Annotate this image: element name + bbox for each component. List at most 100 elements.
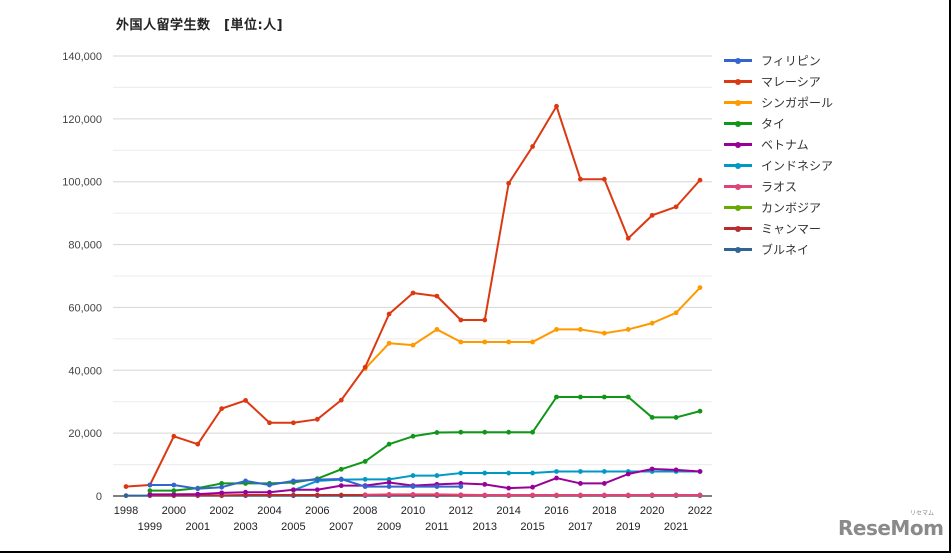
data-point xyxy=(386,492,392,497)
legend-item: シンガポール xyxy=(724,92,833,113)
data-point xyxy=(673,415,679,420)
data-point xyxy=(578,481,583,486)
legend-item: ブルネイ xyxy=(724,239,833,260)
legend-item: ミャンマー xyxy=(724,218,833,239)
data-point xyxy=(482,317,488,323)
x-tick-label: 2011 xyxy=(425,521,449,533)
data-point xyxy=(530,484,535,490)
legend-label: ブルネイ xyxy=(761,243,810,257)
data-point xyxy=(434,473,440,478)
data-point xyxy=(434,293,440,299)
legend-item: インドネシア xyxy=(724,155,833,176)
data-point xyxy=(578,394,583,400)
legend-item: タイ xyxy=(724,113,833,134)
data-point xyxy=(243,398,248,403)
data-point xyxy=(649,466,655,472)
legend-line-marker-icon xyxy=(724,162,752,169)
data-point xyxy=(147,492,153,497)
legend-label: ミャンマー xyxy=(761,222,822,236)
x-tick-label: 2007 xyxy=(329,521,353,533)
data-point xyxy=(291,492,296,498)
x-tick-label: 2006 xyxy=(305,505,329,517)
data-point xyxy=(410,290,416,296)
data-point xyxy=(219,406,225,412)
data-point xyxy=(219,481,225,486)
legend-label: タイ xyxy=(761,117,786,131)
data-point xyxy=(410,484,416,489)
data-point xyxy=(338,483,344,489)
x-tick-label: 2020 xyxy=(640,505,664,517)
legend-line-marker-icon xyxy=(724,246,752,253)
data-point xyxy=(506,470,512,476)
data-point xyxy=(458,339,464,345)
data-point xyxy=(291,420,296,426)
data-point xyxy=(625,492,631,498)
data-point xyxy=(386,311,392,317)
resemom-logo: ReseMom xyxy=(838,516,944,540)
data-point xyxy=(386,441,392,447)
data-point xyxy=(338,397,344,403)
data-point xyxy=(195,441,201,447)
data-point xyxy=(219,490,225,496)
y-tick-label: 80,000 xyxy=(68,240,102,252)
data-point xyxy=(386,484,392,489)
y-tick-label: 60,000 xyxy=(68,302,102,314)
x-tick-label: 2015 xyxy=(520,521,544,533)
data-point xyxy=(314,487,320,493)
data-point xyxy=(697,469,703,474)
x-tick-label: 2019 xyxy=(616,521,640,533)
x-tick-label: 2001 xyxy=(186,521,210,533)
data-point xyxy=(410,433,416,439)
data-point xyxy=(601,469,607,474)
data-point xyxy=(314,477,320,483)
legend-line-marker-icon xyxy=(724,120,752,127)
data-point xyxy=(386,480,392,485)
x-tick-label: 2021 xyxy=(664,521,688,533)
data-point xyxy=(434,327,440,332)
data-point xyxy=(482,481,488,487)
legend-label: マレーシア xyxy=(761,75,821,89)
data-point xyxy=(506,492,512,498)
series-line xyxy=(362,492,703,498)
data-point xyxy=(338,466,344,472)
data-point xyxy=(171,488,177,494)
data-point xyxy=(530,492,535,498)
data-point xyxy=(410,473,416,478)
data-point xyxy=(530,470,535,476)
data-point xyxy=(267,482,272,488)
legend-line-marker-icon xyxy=(724,57,752,64)
data-point xyxy=(147,488,153,494)
legend-line-marker-icon xyxy=(724,141,752,148)
data-point xyxy=(362,492,368,498)
data-point xyxy=(578,327,583,332)
data-point xyxy=(362,364,368,370)
x-tick-label: 2004 xyxy=(257,505,281,517)
data-point xyxy=(673,467,679,473)
y-tick-label: 40,000 xyxy=(68,365,102,377)
data-point xyxy=(601,330,607,336)
data-point xyxy=(291,487,296,493)
x-tick-label: 2000 xyxy=(162,505,186,517)
legend-label: フィリピン xyxy=(761,54,821,68)
series-line xyxy=(147,476,464,492)
data-point xyxy=(243,478,248,484)
x-tick-label: 2014 xyxy=(496,505,520,517)
data-point xyxy=(458,317,464,323)
data-point xyxy=(434,430,440,435)
data-point xyxy=(697,492,703,498)
series-line xyxy=(291,469,703,493)
data-point xyxy=(458,429,464,435)
legend-item: カンボジア xyxy=(724,197,833,218)
x-tick-label: 2016 xyxy=(544,505,568,517)
legend-label: シンガポール xyxy=(761,96,834,110)
x-tick-label: 2012 xyxy=(449,505,473,517)
data-point xyxy=(482,470,488,476)
data-point xyxy=(243,489,248,495)
data-point xyxy=(649,320,655,326)
legend-line-marker-icon xyxy=(724,78,752,85)
legend-item: ベトナム xyxy=(724,134,833,155)
x-tick-label: 2013 xyxy=(473,521,497,533)
data-point xyxy=(530,339,535,345)
legend-label: インドネシア xyxy=(761,159,834,173)
data-point xyxy=(410,342,416,348)
